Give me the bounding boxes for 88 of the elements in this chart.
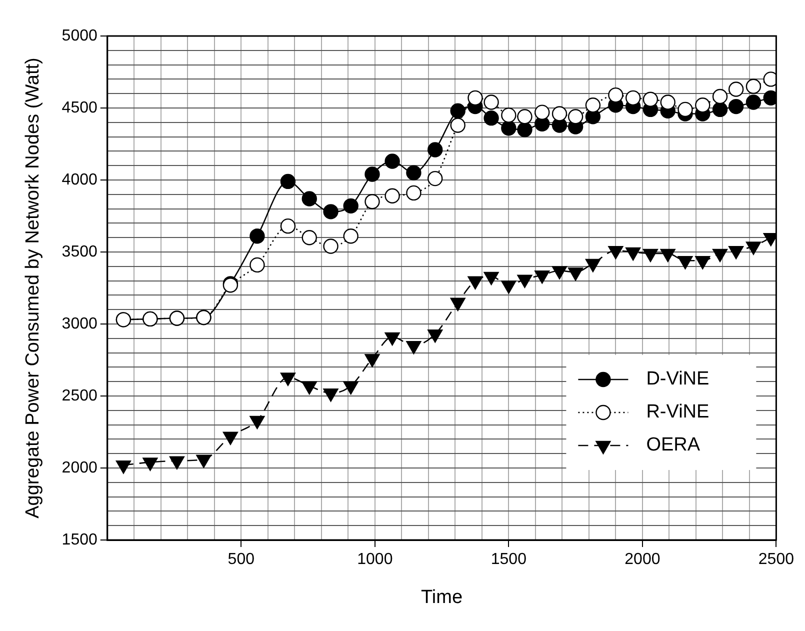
point <box>746 242 761 255</box>
point <box>428 329 443 343</box>
point <box>728 98 744 114</box>
y-tick-label: 5000 <box>62 27 98 44</box>
point <box>552 106 568 122</box>
point <box>196 454 212 468</box>
point <box>712 88 728 104</box>
point <box>695 256 710 270</box>
point <box>343 198 358 214</box>
y-tick-label: 1500 <box>62 531 98 548</box>
point <box>406 341 422 354</box>
point <box>484 110 499 126</box>
point <box>323 204 338 220</box>
point <box>142 458 158 471</box>
point <box>302 191 317 206</box>
point <box>678 102 693 118</box>
point <box>280 174 296 190</box>
point <box>484 272 499 286</box>
point <box>501 280 516 294</box>
point <box>642 92 658 107</box>
x-tick-label: 1500 <box>490 551 527 568</box>
point <box>517 274 532 288</box>
point <box>585 98 601 113</box>
point <box>450 298 466 311</box>
point <box>364 166 380 182</box>
y-tick-label: 3000 <box>62 315 98 332</box>
legend-label: D-ViNE <box>646 368 710 390</box>
point <box>406 165 422 180</box>
point <box>450 118 466 133</box>
point <box>712 248 728 262</box>
point <box>746 94 762 110</box>
point <box>501 120 516 136</box>
point <box>746 78 762 94</box>
y-tick-label: 3500 <box>62 243 98 260</box>
point <box>552 266 568 280</box>
point <box>169 456 184 470</box>
point <box>384 188 400 204</box>
point <box>364 194 380 210</box>
point <box>343 228 358 244</box>
point <box>428 170 443 186</box>
y-tick-label: 2000 <box>62 459 98 476</box>
point <box>534 270 550 284</box>
point <box>302 230 317 246</box>
point <box>585 258 600 272</box>
point <box>728 246 744 260</box>
y-tick-label: 4500 <box>62 99 98 116</box>
point <box>468 276 483 290</box>
point <box>678 256 693 270</box>
x-tick-label: 2500 <box>758 551 794 568</box>
point <box>568 109 584 124</box>
point <box>660 94 676 110</box>
point <box>250 416 265 430</box>
point <box>250 257 265 273</box>
point <box>384 332 400 346</box>
point <box>364 354 380 368</box>
point <box>280 218 296 234</box>
x-tick-label: 1000 <box>357 551 393 568</box>
point <box>116 460 131 474</box>
point <box>517 122 532 138</box>
point <box>568 268 584 281</box>
point <box>222 432 238 445</box>
legend-label: R-ViNE <box>646 402 710 423</box>
point <box>302 381 317 395</box>
point <box>625 90 641 106</box>
point <box>660 248 676 262</box>
point <box>250 228 265 244</box>
point <box>534 104 550 120</box>
point <box>642 248 658 262</box>
point <box>695 98 710 113</box>
point <box>323 388 338 402</box>
y-tick-label: 2500 <box>62 387 98 404</box>
x-axis-title: Time <box>421 586 463 608</box>
x-tick-label: 2000 <box>624 551 660 568</box>
legend-label: OERA <box>646 434 700 456</box>
point <box>406 185 422 201</box>
point <box>384 154 400 169</box>
point <box>608 87 624 103</box>
y-axis-title: Aggregate Power Consumed by Network Nodes (Watt) <box>22 58 44 518</box>
y-tick-label: 4000 <box>62 171 98 188</box>
point <box>343 381 358 395</box>
point <box>450 103 466 118</box>
point <box>608 246 624 260</box>
point <box>280 372 296 386</box>
point <box>626 247 641 261</box>
point <box>712 102 728 118</box>
x-tick-label: 500 <box>228 551 255 568</box>
point <box>468 90 483 106</box>
point <box>428 142 443 158</box>
